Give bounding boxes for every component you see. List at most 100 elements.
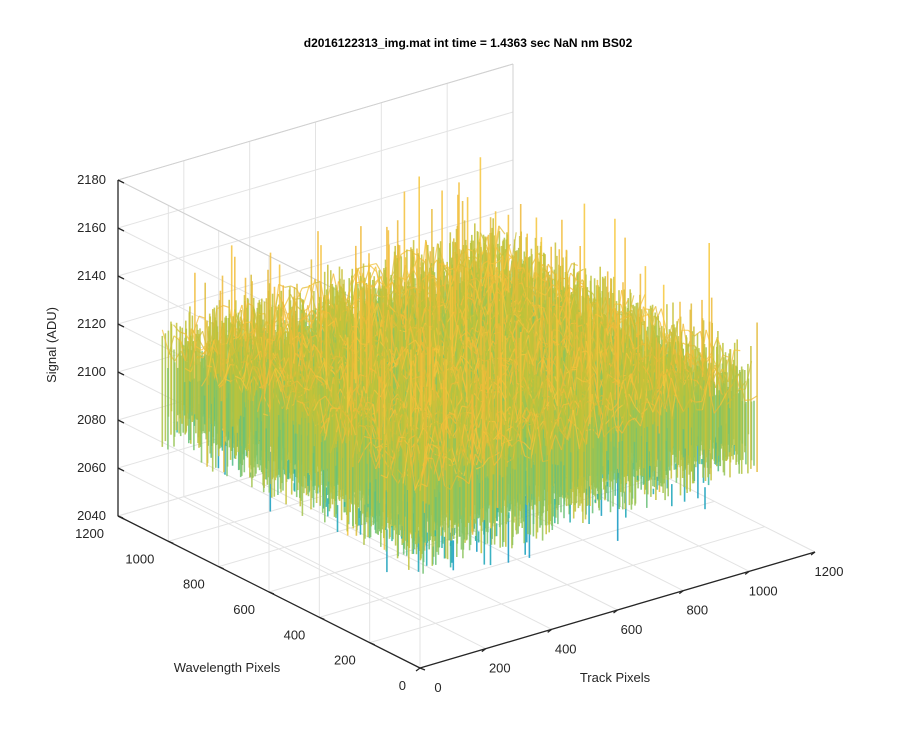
surface-skin xyxy=(528,321,536,333)
surface-skin xyxy=(294,297,302,300)
surface-skin xyxy=(173,324,181,333)
surface-skin xyxy=(254,350,262,360)
surface-skin xyxy=(503,359,511,366)
surface-skin xyxy=(371,300,379,335)
surface-skin xyxy=(245,366,254,389)
surface-skin xyxy=(488,262,495,265)
surface-skin xyxy=(369,263,377,266)
floor-grid-y xyxy=(369,526,765,644)
surface-skin xyxy=(606,322,614,336)
surface-skin xyxy=(473,340,481,378)
surface-skin xyxy=(559,314,567,326)
surface-skin xyxy=(321,377,329,385)
surface-skin xyxy=(238,330,246,340)
surface-skin xyxy=(480,271,488,310)
surface-skin xyxy=(587,289,594,295)
surface-skin xyxy=(207,340,215,377)
surface-skin xyxy=(274,367,282,377)
surface-skin xyxy=(310,311,318,326)
surface-skin xyxy=(307,282,315,288)
surface-skin xyxy=(284,285,292,288)
surface-skin xyxy=(340,364,348,380)
surface-skin xyxy=(196,356,204,359)
surface-skin xyxy=(277,357,285,365)
surface-skin xyxy=(270,353,278,362)
surface-skin xyxy=(328,355,337,369)
surface-skin xyxy=(307,394,315,412)
surface-skin xyxy=(428,274,435,277)
surface-skin xyxy=(272,338,281,355)
surface-skin xyxy=(631,304,639,323)
surface-skin xyxy=(311,309,319,321)
surface-skin xyxy=(339,372,347,414)
surface-skin xyxy=(317,357,325,376)
surface-skin xyxy=(487,329,495,352)
surface-skin xyxy=(395,346,403,368)
surface-skin xyxy=(267,338,275,342)
surface-skin xyxy=(324,395,332,407)
surface-skin xyxy=(314,281,321,284)
surface-skin xyxy=(234,309,242,329)
surface-skin xyxy=(369,266,377,282)
surface-skin xyxy=(509,232,517,275)
surface-skin xyxy=(232,336,240,340)
wall-grid-horizontal xyxy=(117,159,514,277)
surface-skin xyxy=(517,267,524,270)
surface-skin xyxy=(331,395,339,408)
surface-skin xyxy=(224,378,231,382)
surface-skin xyxy=(570,272,578,281)
surface-skin xyxy=(335,355,342,359)
surface-skin xyxy=(454,355,462,371)
surface-skin xyxy=(249,324,258,361)
surface-skin xyxy=(313,343,321,354)
surface-skin xyxy=(408,286,416,290)
surface-skin xyxy=(469,277,477,281)
surface-skin xyxy=(511,319,519,336)
surface-skin xyxy=(302,284,310,306)
surface-skin xyxy=(254,336,262,342)
surface-skin xyxy=(379,336,387,368)
surface-skin xyxy=(223,364,231,380)
surface-skin xyxy=(534,317,542,323)
surface-skin xyxy=(339,334,347,346)
surface-skin xyxy=(195,345,203,351)
surface-skin xyxy=(369,367,377,373)
surface-skin xyxy=(467,333,476,346)
surface-skin xyxy=(222,304,230,308)
surface-skin xyxy=(458,328,466,340)
surface-skin xyxy=(389,348,397,368)
surface-skin xyxy=(234,375,242,380)
surface-skin xyxy=(539,345,546,348)
surface-skin xyxy=(539,292,546,296)
surface-skin xyxy=(437,304,444,308)
surface-skin xyxy=(498,225,506,235)
surface-skin xyxy=(178,337,186,362)
surface-skin xyxy=(443,300,450,306)
wall-grid-horizontal xyxy=(117,467,421,621)
surface-skin xyxy=(296,400,304,405)
surface-skin xyxy=(319,419,327,434)
surface-skin xyxy=(374,294,382,298)
surface-skin xyxy=(319,398,327,437)
surface-skin xyxy=(480,275,488,280)
surface-skin xyxy=(522,332,530,345)
surface-skin xyxy=(285,384,292,388)
surface-skin xyxy=(474,278,482,307)
surface-skin xyxy=(268,368,276,386)
surface-skin xyxy=(301,401,310,417)
surface-skin xyxy=(303,387,310,391)
surface-skin xyxy=(198,315,206,319)
surface-skin xyxy=(512,307,521,320)
surface-skin xyxy=(467,296,474,302)
surface-skin xyxy=(400,348,409,371)
surface-skin xyxy=(564,331,572,340)
surface-skin xyxy=(244,321,252,324)
surface-skin xyxy=(282,357,290,372)
surface-skin xyxy=(335,362,343,373)
surface-skin xyxy=(399,363,408,393)
surface-skin xyxy=(608,303,616,325)
surface-layer xyxy=(161,157,758,574)
wall-grid-horizontal xyxy=(117,111,514,229)
surface-skin xyxy=(251,365,259,369)
